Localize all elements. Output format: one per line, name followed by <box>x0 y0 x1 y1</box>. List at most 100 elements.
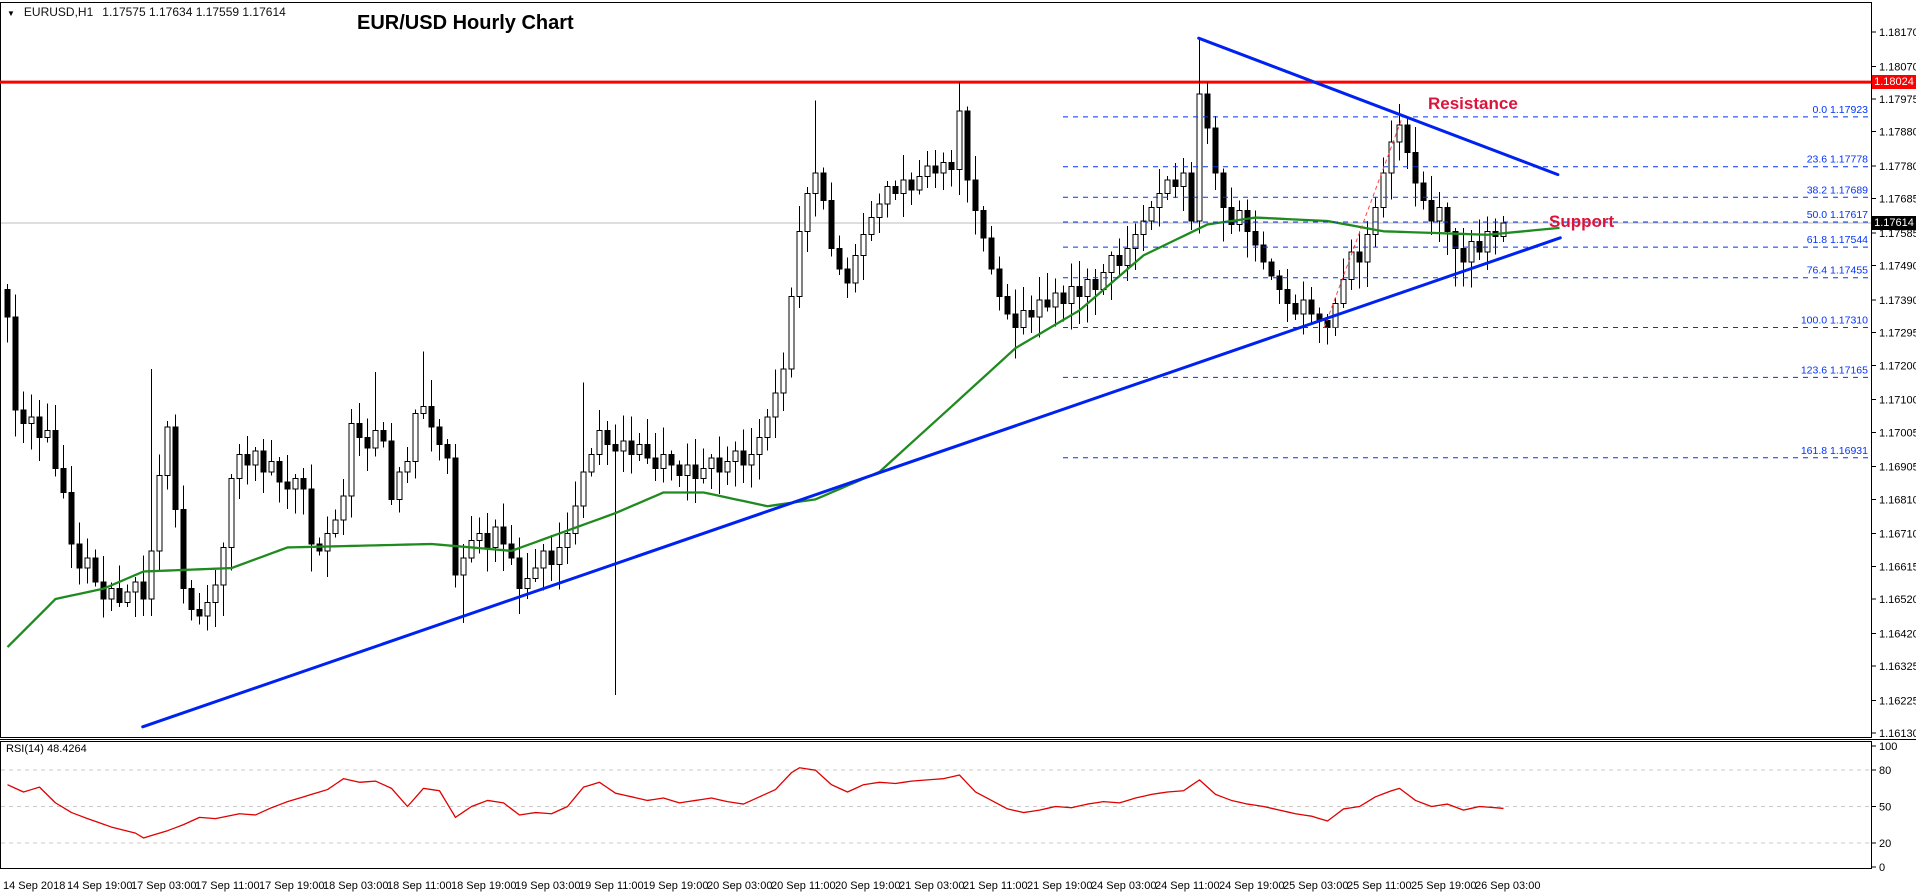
candle <box>1092 278 1099 291</box>
candle <box>740 450 747 466</box>
candle <box>252 450 259 466</box>
time-tick-label: 24 Sep 11:00 <box>1155 880 1220 892</box>
time-tick-label: 14 Sep 19:00 <box>67 880 132 892</box>
candle <box>236 454 243 480</box>
candle <box>388 440 395 500</box>
moving-average-line[interactable] <box>6 216 1560 648</box>
candle <box>1012 313 1019 329</box>
candle <box>852 254 859 284</box>
candle <box>1348 251 1355 280</box>
price-tick-label: 1.17005 <box>1879 427 1916 439</box>
main-panel-border <box>0 2 1872 738</box>
candle <box>1068 285 1075 304</box>
candle <box>1412 151 1419 184</box>
candle <box>308 488 315 545</box>
candle <box>1284 289 1291 304</box>
candle <box>924 165 931 177</box>
candle <box>868 217 875 236</box>
support-label: Support <box>1549 212 1615 231</box>
time-tick-label: 17 Sep 11:00 <box>195 880 260 892</box>
candle <box>764 416 771 438</box>
candle <box>676 464 683 476</box>
candle <box>596 430 603 456</box>
candle <box>212 584 219 603</box>
rsi-tick-label: 0 <box>1879 862 1885 874</box>
candle <box>292 478 299 490</box>
fib-level-label: 23.6 1.17778 <box>1807 154 1868 166</box>
rsi-tick-label: 50 <box>1879 802 1891 814</box>
candle <box>1116 254 1123 267</box>
candle <box>1356 251 1363 263</box>
candle <box>916 175 923 191</box>
price-tick-label: 1.17585 <box>1879 228 1916 240</box>
candle <box>124 591 131 603</box>
candle <box>372 430 379 449</box>
support-trendline[interactable] <box>141 236 1562 729</box>
fibonacci-retracement[interactable]: 0.0 1.17923 23.6 1.17778 38.2 1.17689 50.0 … <box>1063 104 1871 459</box>
candle <box>1260 244 1267 263</box>
candle <box>516 557 523 590</box>
candle <box>668 454 675 466</box>
candle <box>476 533 483 542</box>
chart-title: EUR/USD Hourly Chart <box>357 12 574 34</box>
candle <box>20 409 27 425</box>
candle <box>1300 299 1307 315</box>
price-tick-label: 1.17490 <box>1879 261 1916 273</box>
candle <box>1148 206 1155 222</box>
candle <box>1244 210 1251 232</box>
candle <box>380 430 387 442</box>
fib-level-label: 161.8 1.16931 <box>1801 445 1868 457</box>
candle <box>660 454 667 469</box>
candle <box>564 533 571 548</box>
candle <box>1180 172 1187 188</box>
price-axis: 1.18170 1.18070 1.17975 1.17880 1.17780 1.176… <box>1871 27 1916 740</box>
candle <box>1204 93 1211 129</box>
chevron-down-icon[interactable]: ▼ <box>7 8 15 18</box>
candle <box>532 567 539 579</box>
candle <box>1444 206 1451 232</box>
rsi-panel[interactable]: 100 80 50 20 0 <box>1 741 1897 874</box>
candle <box>452 457 459 576</box>
time-tick-label: 24 Sep 03:00 <box>1091 880 1156 892</box>
price-tick-label: 1.17200 <box>1879 360 1916 372</box>
candle <box>68 491 75 545</box>
resistance-label: Resistance <box>1428 94 1518 113</box>
symbol-ticker: ▼ EURUSD,H1 1.17575 1.17634 1.17559 1.17… <box>7 5 286 19</box>
fib-level-label: 50.0 1.17617 <box>1807 209 1868 221</box>
candle <box>996 268 1003 298</box>
candle <box>1004 296 1011 315</box>
candle <box>748 454 755 466</box>
candle <box>1140 220 1147 236</box>
candle <box>396 471 403 500</box>
price-tick-label: 1.16420 <box>1879 628 1916 640</box>
candle <box>92 557 99 583</box>
price-tick-label: 1.16810 <box>1879 494 1916 506</box>
candle <box>956 110 963 170</box>
candle <box>972 179 979 212</box>
candle <box>1500 222 1507 237</box>
candle <box>100 581 107 600</box>
candle <box>4 289 11 318</box>
candle <box>612 443 619 452</box>
candle <box>1420 182 1427 201</box>
candle <box>820 172 827 201</box>
candle <box>1236 210 1243 225</box>
candle <box>332 519 339 535</box>
time-tick-label: 20 Sep 03:00 <box>707 880 772 892</box>
candle <box>980 210 987 239</box>
price-tick-label: 1.16905 <box>1879 462 1916 474</box>
resistance-trendline[interactable] <box>1197 36 1560 177</box>
candle <box>1020 309 1027 329</box>
candle <box>812 172 819 195</box>
candle <box>196 608 203 617</box>
price-tick-label: 1.17685 <box>1879 194 1916 206</box>
bid-price-tag: 1.17614 <box>1872 216 1916 231</box>
candle <box>772 392 779 418</box>
candle <box>36 416 43 438</box>
candle <box>1036 299 1043 318</box>
candle <box>836 247 843 270</box>
candle <box>1452 230 1459 249</box>
candle <box>340 495 347 521</box>
candle <box>156 474 163 552</box>
